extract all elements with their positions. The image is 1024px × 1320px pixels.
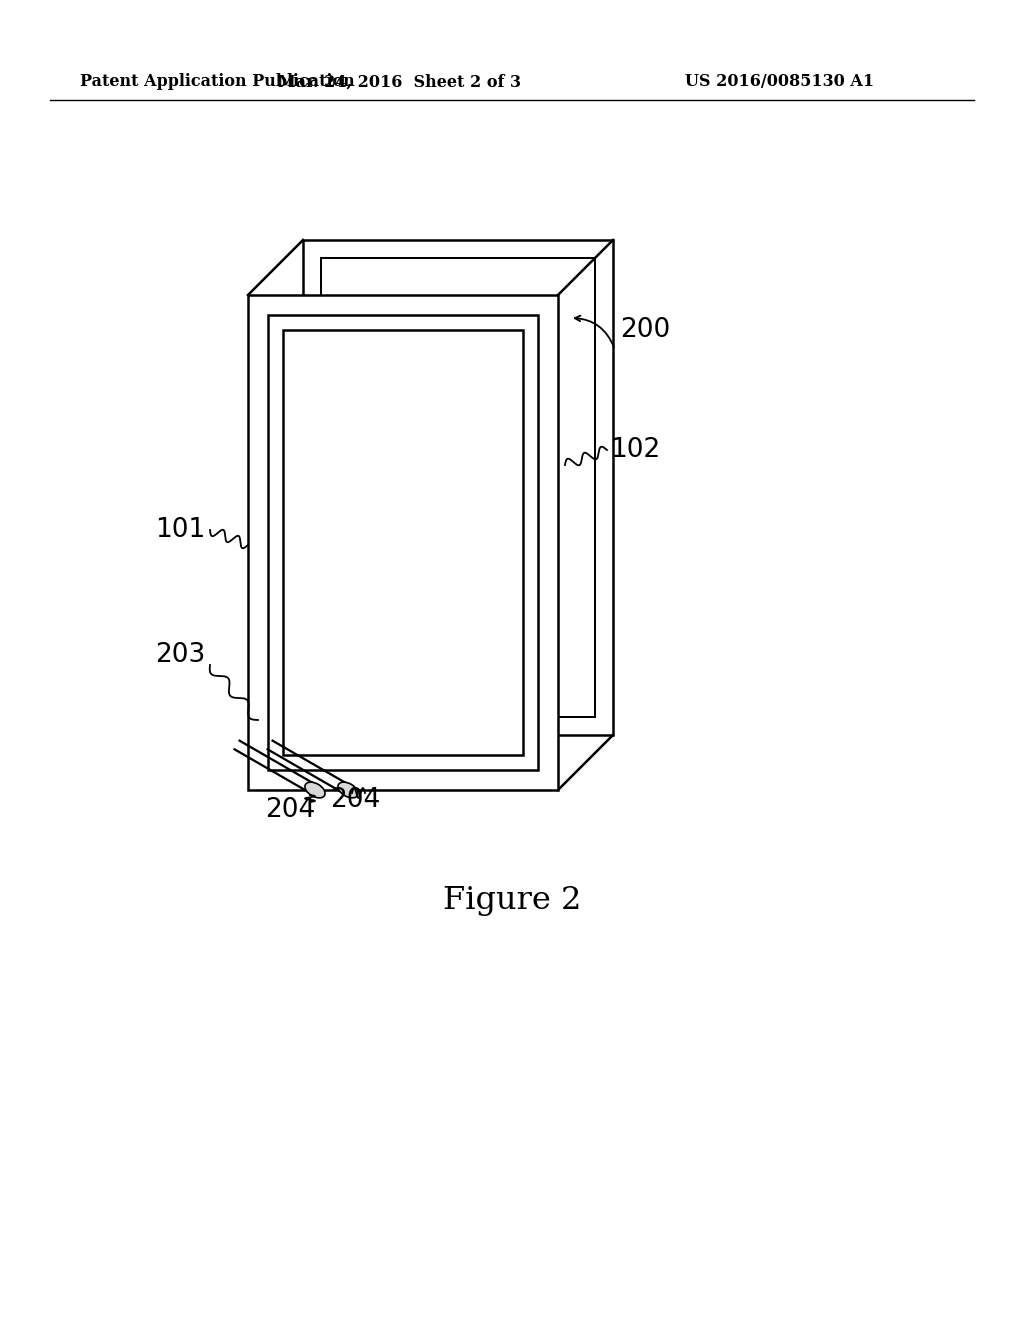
Text: 102: 102 <box>610 437 660 463</box>
Text: 203: 203 <box>155 642 205 668</box>
Text: Mar. 24, 2016  Sheet 2 of 3: Mar. 24, 2016 Sheet 2 of 3 <box>279 74 521 91</box>
Ellipse shape <box>305 783 325 797</box>
Polygon shape <box>283 330 523 755</box>
Ellipse shape <box>338 783 358 797</box>
Polygon shape <box>248 294 558 789</box>
Polygon shape <box>303 240 613 735</box>
Text: 101: 101 <box>155 517 205 543</box>
Text: 204: 204 <box>265 797 315 822</box>
Text: Patent Application Publication: Patent Application Publication <box>80 74 354 91</box>
Polygon shape <box>268 315 538 770</box>
Text: 204: 204 <box>330 787 380 813</box>
Text: 200: 200 <box>620 317 671 343</box>
Text: Figure 2: Figure 2 <box>442 884 582 916</box>
Text: US 2016/0085130 A1: US 2016/0085130 A1 <box>685 74 874 91</box>
